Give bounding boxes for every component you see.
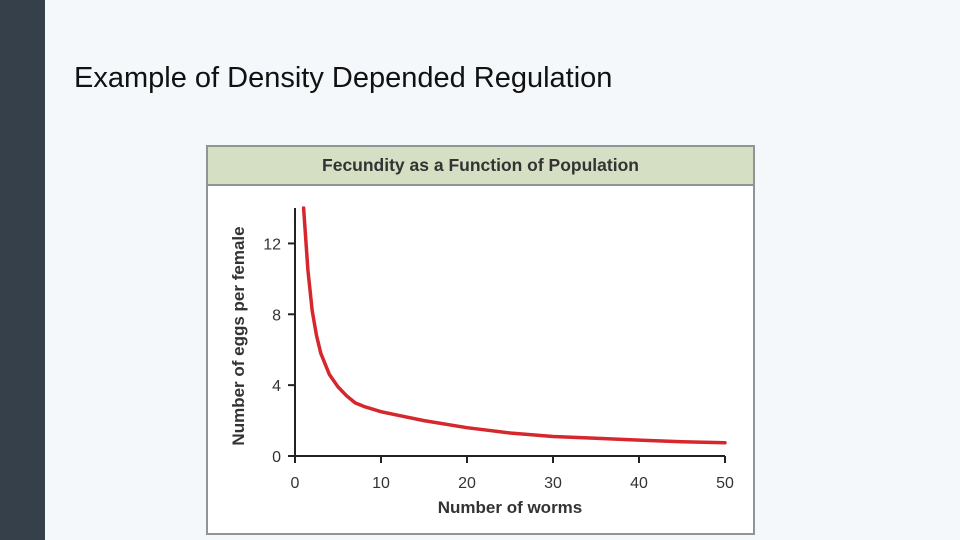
sidebar-accent: [0, 0, 45, 540]
y-axis-label: Number of eggs per female: [229, 226, 248, 445]
chart-figure: Fecundity as a Function of Population 0 1…: [206, 145, 755, 535]
x-tick-label: 20: [458, 475, 476, 492]
y-tick-label: 0: [272, 449, 281, 466]
chart-plot: 0 10 20 30 40 50 0 4 8 12 Number of worms Number of…: [229, 206, 734, 517]
x-tick-label: 30: [544, 475, 562, 492]
chart-marks: [301, 206, 727, 445]
x-tick-label: 50: [716, 475, 734, 492]
x-axis-label: Number of worms: [438, 498, 583, 517]
x-tick-label: 0: [291, 475, 300, 492]
chart-axes: 0 10 20 30 40 50 0 4 8 12 Number of worms Number of…: [229, 208, 734, 517]
y-tick-label: 4: [272, 378, 281, 395]
y-tick-label: 8: [272, 307, 281, 324]
y-tick-label: 12: [263, 236, 281, 253]
x-tick-label: 40: [630, 475, 648, 492]
fecundity-curve: [301, 206, 727, 445]
x-tick-label: 10: [372, 475, 390, 492]
slide-title: Example of Density Depended Regulation: [74, 62, 613, 94]
chart-title: Fecundity as a Function of Population: [208, 147, 753, 186]
